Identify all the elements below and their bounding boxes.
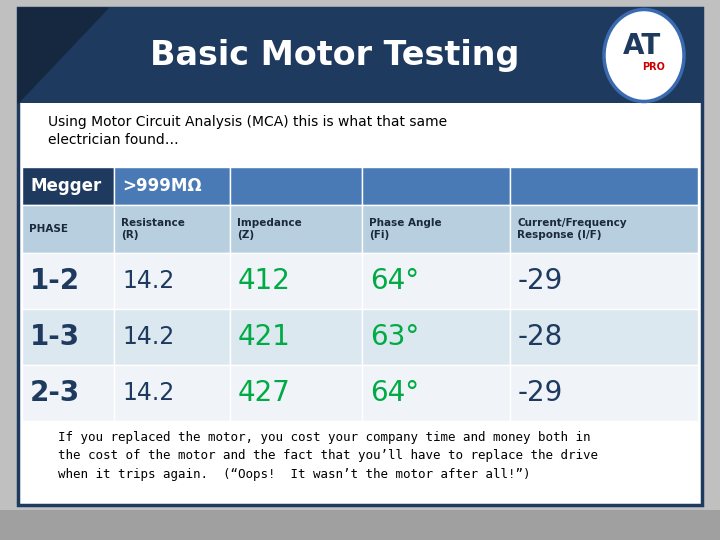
Bar xyxy=(362,309,510,365)
Text: PRO: PRO xyxy=(642,63,665,72)
Bar xyxy=(114,309,230,365)
Bar xyxy=(510,205,698,253)
Bar xyxy=(114,167,230,205)
Text: -29: -29 xyxy=(518,379,563,407)
Bar xyxy=(230,365,362,421)
Bar xyxy=(362,365,510,421)
Bar xyxy=(230,205,362,253)
Bar xyxy=(114,253,230,309)
Bar xyxy=(510,167,698,205)
Text: Resistance
(R): Resistance (R) xyxy=(121,218,185,240)
Bar xyxy=(22,365,114,421)
Ellipse shape xyxy=(604,10,684,102)
Text: 421: 421 xyxy=(238,323,291,351)
Polygon shape xyxy=(18,8,108,103)
Text: 1-3: 1-3 xyxy=(30,323,80,351)
Bar xyxy=(230,253,362,309)
Text: -29: -29 xyxy=(518,267,563,295)
Bar xyxy=(0,510,720,540)
Text: 14.2: 14.2 xyxy=(122,381,174,405)
Bar xyxy=(22,253,114,309)
Bar xyxy=(230,167,362,205)
Bar xyxy=(362,167,510,205)
Text: Current/Frequency
Response (I/F): Current/Frequency Response (I/F) xyxy=(517,218,626,240)
Bar xyxy=(22,205,114,253)
Text: Megger: Megger xyxy=(30,177,102,195)
Text: Impedance
(Z): Impedance (Z) xyxy=(237,218,302,240)
Text: 14.2: 14.2 xyxy=(122,269,174,293)
Text: 64°: 64° xyxy=(370,267,419,295)
Text: 1-2: 1-2 xyxy=(30,267,80,295)
Text: -28: -28 xyxy=(518,323,563,351)
Text: 412: 412 xyxy=(238,267,291,295)
Text: PHASE: PHASE xyxy=(29,224,68,234)
Text: 64°: 64° xyxy=(370,379,419,407)
Bar xyxy=(114,205,230,253)
Text: 2-3: 2-3 xyxy=(30,379,80,407)
Bar xyxy=(510,365,698,421)
Text: Basic Motor Testing: Basic Motor Testing xyxy=(150,39,520,72)
Bar xyxy=(362,253,510,309)
Text: Phase Angle
(Fi): Phase Angle (Fi) xyxy=(369,218,441,240)
Text: >999MΩ: >999MΩ xyxy=(122,177,202,195)
Text: 14.2: 14.2 xyxy=(122,325,174,349)
Bar xyxy=(362,205,510,253)
Bar xyxy=(18,8,702,103)
Text: Using Motor Circuit Analysis (MCA) this is what that same
electrician found…: Using Motor Circuit Analysis (MCA) this … xyxy=(48,115,447,147)
Text: AT: AT xyxy=(623,31,661,59)
Bar xyxy=(114,365,230,421)
Bar xyxy=(22,167,114,205)
Text: 427: 427 xyxy=(238,379,291,407)
Text: 63°: 63° xyxy=(370,323,419,351)
Bar xyxy=(510,309,698,365)
Text: If you replaced the motor, you cost your company time and money both in
the cost: If you replaced the motor, you cost your… xyxy=(58,431,598,481)
Bar xyxy=(510,253,698,309)
Bar xyxy=(230,309,362,365)
Bar xyxy=(22,309,114,365)
